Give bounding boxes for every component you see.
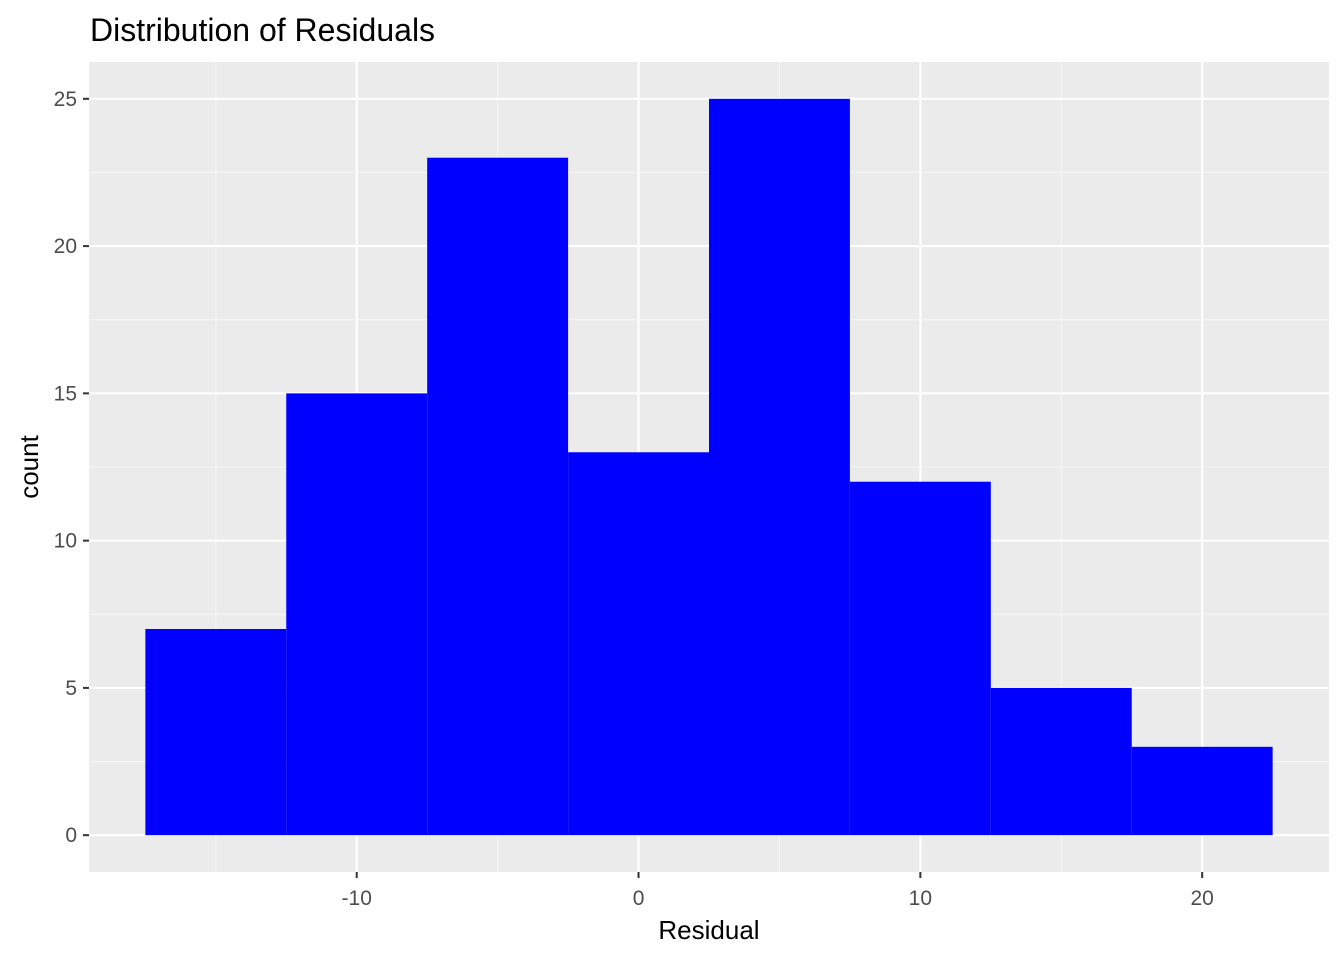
y-tick-label: 15 (54, 382, 77, 405)
x-tick-label: 0 (633, 887, 645, 910)
x-axis-ticks: -10 0 10 20 (342, 872, 1214, 910)
x-tick-label: 10 (909, 887, 932, 910)
y-tick-label: 25 (54, 88, 77, 111)
histogram-bar (1131, 746, 1273, 836)
y-tick-label: 5 (65, 677, 77, 700)
y-tick-label: 0 (65, 824, 77, 847)
histogram-bar (145, 629, 287, 836)
y-tick-label: 20 (54, 235, 77, 258)
y-tick-label: 10 (54, 530, 77, 553)
histogram-bar (709, 98, 850, 836)
histogram-bars (145, 98, 1273, 836)
x-axis-title: Residual (658, 915, 759, 945)
histogram-bar (849, 481, 991, 836)
x-tick-label: -10 (342, 887, 372, 910)
y-axis-title: count (14, 434, 44, 498)
histogram-bar (568, 452, 709, 836)
histogram-bar (427, 157, 569, 836)
y-axis-ticks: 0 5 10 15 20 25 (54, 88, 89, 847)
histogram-bar (990, 687, 1132, 836)
chart-title: Distribution of Residuals (90, 12, 435, 48)
histogram-bar (286, 393, 428, 836)
x-tick-label: 20 (1191, 887, 1214, 910)
